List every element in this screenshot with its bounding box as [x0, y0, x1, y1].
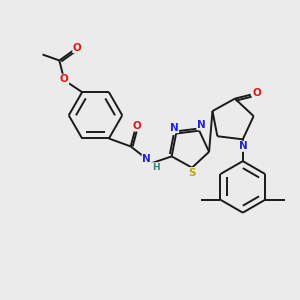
Text: O: O: [73, 43, 82, 52]
Text: N: N: [142, 154, 151, 164]
Text: N: N: [170, 123, 178, 133]
Text: O: O: [252, 88, 261, 98]
Text: O: O: [60, 74, 69, 84]
Text: N: N: [197, 120, 206, 130]
Text: N: N: [239, 141, 248, 151]
Text: S: S: [188, 168, 196, 178]
Text: O: O: [132, 121, 141, 130]
Text: H: H: [152, 163, 159, 172]
